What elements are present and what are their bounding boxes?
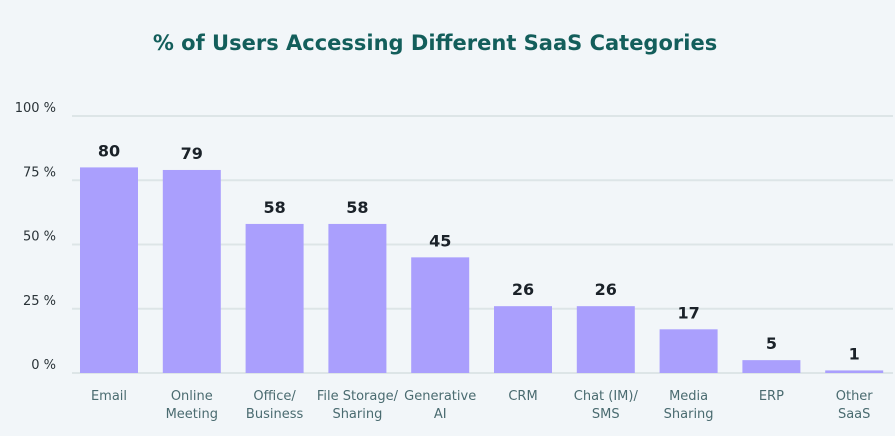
x-tick-label: Chat (IM)/SMS <box>574 389 639 422</box>
bar <box>411 257 470 373</box>
data-label: 26 <box>595 280 617 299</box>
bar <box>742 360 801 373</box>
chart-title: % of Users Accessing Different SaaS Cate… <box>153 31 717 55</box>
y-tick-label: 100 % <box>15 101 56 116</box>
bar <box>659 329 718 373</box>
bar <box>245 223 304 373</box>
data-label: 5 <box>766 334 777 353</box>
x-tick-label: Office/Business <box>246 389 304 422</box>
x-tick-label: Media Sharing <box>664 389 714 422</box>
data-label: 1 <box>849 344 860 363</box>
bar <box>576 306 635 373</box>
x-tick-label: Email <box>91 389 127 404</box>
bars <box>80 167 884 373</box>
data-label: 26 <box>512 280 534 299</box>
x-tick-label: ERP <box>759 389 784 404</box>
y-tick-label: 50 % <box>23 230 56 245</box>
bar <box>825 370 884 373</box>
x-tick-label: Generative AI <box>404 389 476 422</box>
y-tick-label: 0 % <box>31 358 56 373</box>
bar <box>162 169 221 373</box>
data-label: 58 <box>346 198 368 217</box>
x-tick-label: Online Meeting <box>166 389 218 422</box>
y-tick-label: 25 % <box>23 294 56 309</box>
x-tick-label: CRM <box>508 389 537 404</box>
bar <box>80 167 138 373</box>
data-label: 45 <box>429 231 451 250</box>
bar <box>328 223 387 373</box>
bar <box>494 306 552 373</box>
x-tick-label: Other SaaS <box>836 389 874 422</box>
data-label: 17 <box>677 303 699 322</box>
data-label: 80 <box>98 141 120 160</box>
data-label: 79 <box>181 144 203 163</box>
data-label: 58 <box>263 198 285 217</box>
data-labels: 80 79 58 58 45 26 26 17 5 1 <box>98 141 860 363</box>
x-axis-labels: Email Online Meeting Office/Business File St… <box>91 389 873 422</box>
x-tick-label: File Storage/Sharing <box>317 389 399 422</box>
y-axis-ticks: 0 % 25 % 50 % 75 % 100 % <box>15 101 56 373</box>
y-tick-label: 75 % <box>23 165 56 180</box>
